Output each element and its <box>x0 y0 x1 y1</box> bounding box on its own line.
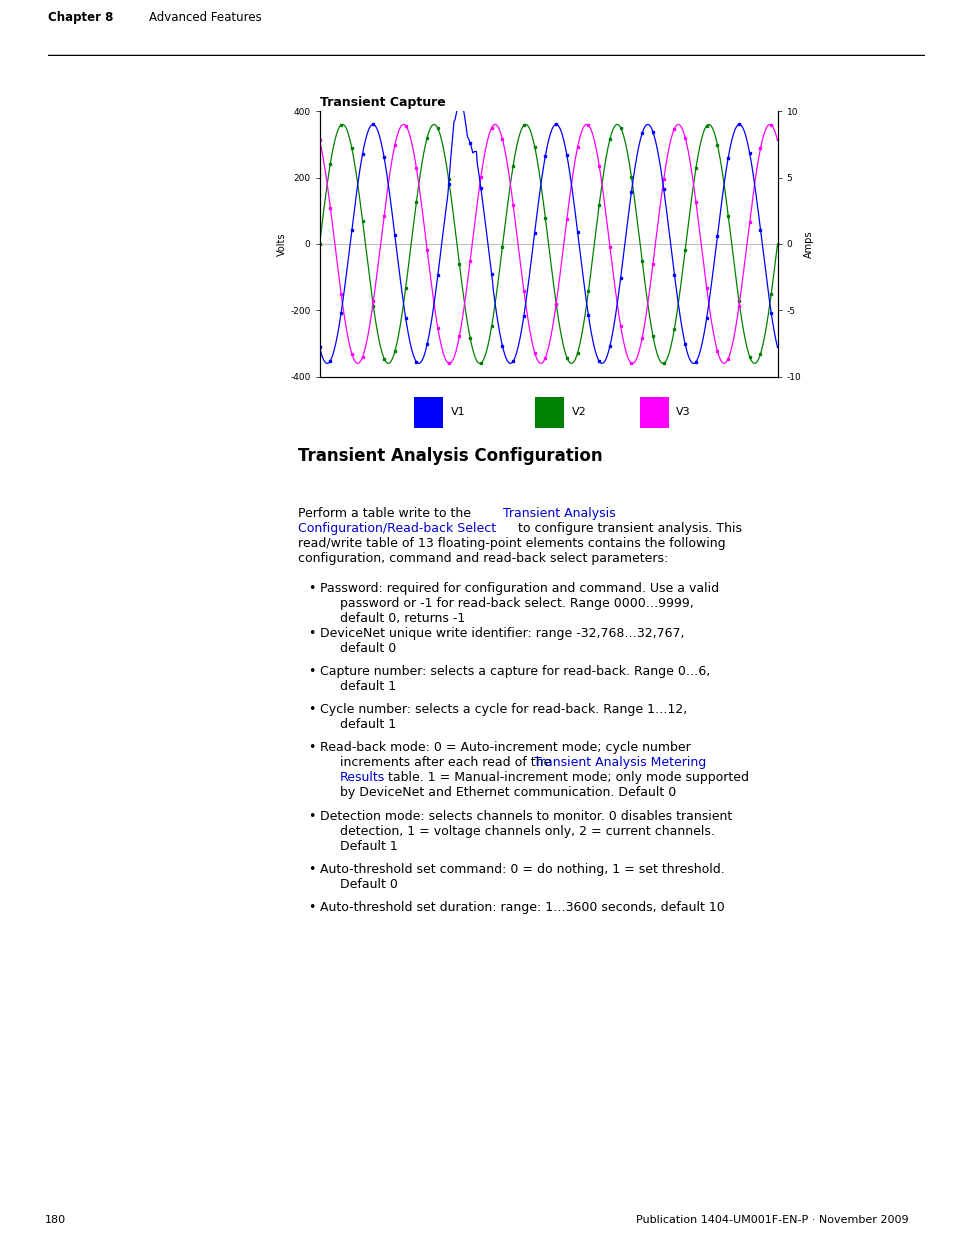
Text: Default 0: Default 0 <box>339 878 397 890</box>
Text: Transient Capture: Transient Capture <box>319 95 445 109</box>
Text: Chapter 8: Chapter 8 <box>48 11 113 23</box>
Text: •: • <box>308 703 315 716</box>
Bar <box>534 396 563 429</box>
Text: Auto-threshold set duration: range: 1…3600 seconds, default 10: Auto-threshold set duration: range: 1…36… <box>319 902 724 914</box>
Text: Read-back mode: 0 = Auto-increment mode; cycle number: Read-back mode: 0 = Auto-increment mode;… <box>319 741 690 755</box>
Text: •: • <box>308 902 315 914</box>
Text: Configuration/Read-back Select: Configuration/Read-back Select <box>297 522 496 535</box>
Text: detection, 1 = voltage channels only, 2 = current channels.: detection, 1 = voltage channels only, 2 … <box>339 825 714 839</box>
Text: increments after each read of the: increments after each read of the <box>339 756 555 769</box>
Text: V2: V2 <box>571 408 585 417</box>
Text: Capture number: selects a capture for read-back. Range 0…6,: Capture number: selects a capture for re… <box>319 664 709 678</box>
Text: DeviceNet unique write identifier: range -32,768…32,767,: DeviceNet unique write identifier: range… <box>319 627 684 640</box>
Text: 180: 180 <box>45 1215 66 1225</box>
Y-axis label: Amps: Amps <box>803 230 813 258</box>
Text: Results: Results <box>339 771 385 784</box>
Text: •: • <box>308 863 315 876</box>
Text: Publication 1404-UM001F-EN-P · November 2009: Publication 1404-UM001F-EN-P · November … <box>636 1215 908 1225</box>
Text: Advanced Features: Advanced Features <box>149 11 261 23</box>
Text: read/write table of 13 floating-point elements contains the following: read/write table of 13 floating-point el… <box>297 537 725 550</box>
Text: Auto-threshold set command: 0 = do nothing, 1 = set threshold.: Auto-threshold set command: 0 = do nothi… <box>319 863 724 876</box>
Text: Password: required for configuration and command. Use a valid: Password: required for configuration and… <box>319 582 719 595</box>
Text: default 0, returns -1: default 0, returns -1 <box>339 613 465 625</box>
Text: V3: V3 <box>676 408 690 417</box>
Text: password or -1 for read-back select. Range 0000…9999,: password or -1 for read-back select. Ran… <box>339 597 693 610</box>
Text: Transient Analysis Configuration: Transient Analysis Configuration <box>297 447 602 466</box>
Text: •: • <box>308 741 315 755</box>
Text: configuration, command and read-back select parameters:: configuration, command and read-back sel… <box>297 552 667 564</box>
Text: •: • <box>308 810 315 823</box>
Text: default 1: default 1 <box>339 718 395 731</box>
Bar <box>414 396 442 429</box>
Text: table. 1 = Manual-increment mode; only mode supported: table. 1 = Manual-increment mode; only m… <box>384 771 748 784</box>
Text: •: • <box>308 582 315 595</box>
Text: Transient Analysis Metering: Transient Analysis Metering <box>534 756 705 769</box>
Text: Perform a table write to the: Perform a table write to the <box>297 508 475 520</box>
Text: by DeviceNet and Ethernet communication. Default 0: by DeviceNet and Ethernet communication.… <box>339 785 676 799</box>
Text: Detection mode: selects channels to monitor. 0 disables transient: Detection mode: selects channels to moni… <box>319 810 732 823</box>
Text: •: • <box>308 664 315 678</box>
Text: to configure transient analysis. This: to configure transient analysis. This <box>514 522 741 535</box>
Text: •: • <box>308 627 315 640</box>
Text: default 0: default 0 <box>339 642 395 655</box>
Text: Transient Analysis: Transient Analysis <box>502 508 615 520</box>
Text: V1: V1 <box>451 408 465 417</box>
Text: Cycle number: selects a cycle for read-back. Range 1…12,: Cycle number: selects a cycle for read-b… <box>319 703 686 716</box>
Bar <box>639 396 668 429</box>
Y-axis label: Volts: Volts <box>277 232 287 256</box>
Text: Default 1: Default 1 <box>339 840 397 853</box>
Text: default 1: default 1 <box>339 680 395 693</box>
